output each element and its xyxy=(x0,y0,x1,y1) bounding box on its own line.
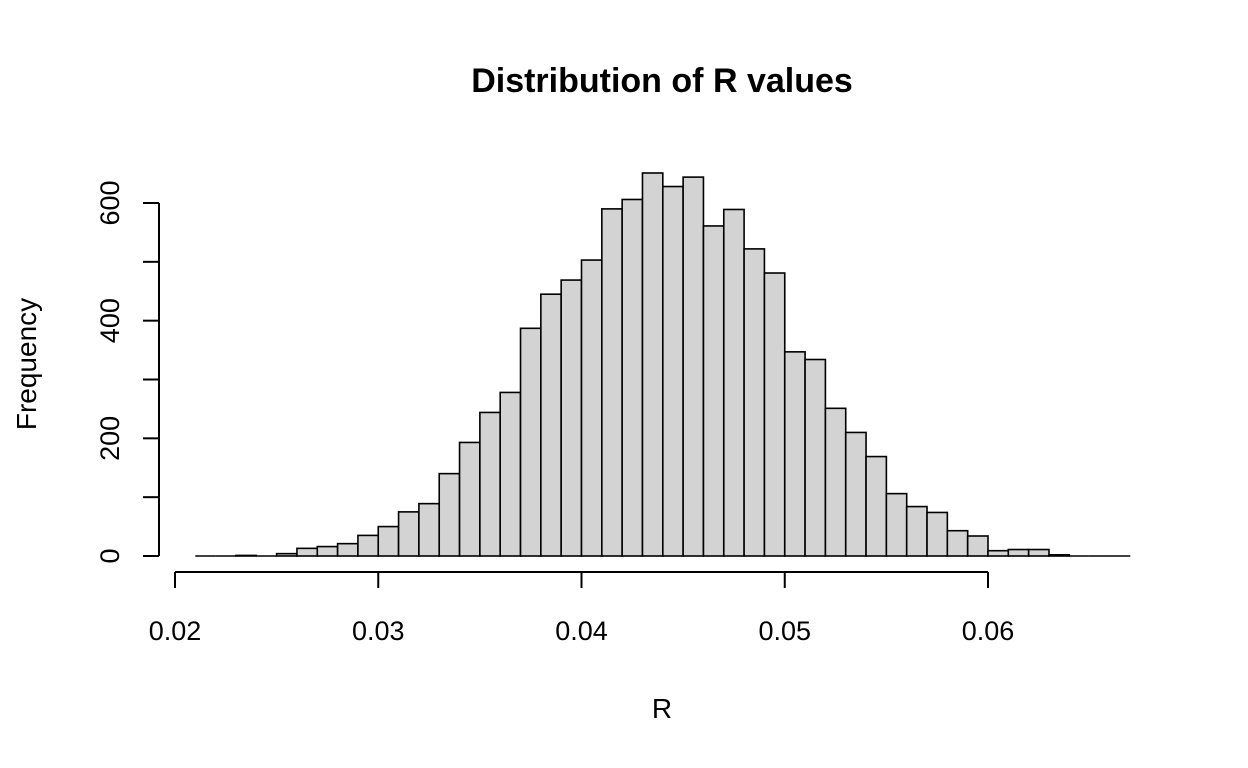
histogram-bar xyxy=(397,511,420,557)
x-tick-label: 0.03 xyxy=(352,616,405,646)
histogram-bar xyxy=(316,545,339,557)
histogram-bar xyxy=(560,279,583,557)
histogram-bar xyxy=(743,248,766,557)
histogram-bar xyxy=(235,554,258,557)
histogram-bar xyxy=(722,208,745,557)
histogram-bar xyxy=(601,208,623,557)
bars xyxy=(195,172,1131,557)
histogram-bar xyxy=(966,535,989,557)
x-axis-label: R xyxy=(652,693,672,724)
y-tick-label: 200 xyxy=(95,416,125,461)
chart-title: Distribution of R values xyxy=(471,62,853,100)
histogram-bar xyxy=(377,525,400,557)
histogram-bar xyxy=(1048,554,1071,557)
x-tick-label: 0.06 xyxy=(962,616,1015,646)
histogram-bar xyxy=(905,505,928,557)
x-tick-label: 0.02 xyxy=(149,616,202,646)
histogram-bar xyxy=(926,511,949,557)
y-tick-label: 0 xyxy=(95,548,125,563)
histogram-bar xyxy=(499,391,522,557)
y-tick-label: 600 xyxy=(95,180,125,225)
x-axis: 0.02 0.03 0.04 0.05 0.06 xyxy=(149,571,1015,646)
histogram-bar xyxy=(987,549,1010,557)
histogram-bar xyxy=(824,407,847,557)
histogram-bar xyxy=(418,502,441,557)
histogram-bar xyxy=(479,411,502,557)
histogram-bar xyxy=(296,547,319,557)
histogram-bar xyxy=(641,172,664,557)
histogram-bar xyxy=(458,441,481,557)
histogram-bar xyxy=(357,534,380,557)
x-tick-label: 0.04 xyxy=(555,616,608,646)
histogram-bar xyxy=(1007,548,1030,557)
histogram-bar xyxy=(702,225,725,557)
histogram-bar xyxy=(865,455,888,557)
histogram-bar xyxy=(580,259,603,557)
histogram-bar xyxy=(621,198,644,557)
histogram-bar xyxy=(946,529,969,557)
histogram-bar xyxy=(336,542,359,557)
histogram-bar xyxy=(661,185,684,557)
histogram-bar xyxy=(804,358,827,557)
histogram-bar xyxy=(519,327,542,557)
histogram-bar xyxy=(763,272,786,557)
histogram-bar xyxy=(275,552,298,557)
histogram-bar xyxy=(438,472,461,557)
histogram-bar xyxy=(540,293,562,557)
histogram-bar xyxy=(1027,548,1050,557)
y-axis-label: Frequency xyxy=(11,298,42,430)
y-axis: 0 200 400 600 xyxy=(95,180,160,564)
histogram-bar xyxy=(844,431,867,557)
x-tick-label: 0.05 xyxy=(758,616,811,646)
histogram-bar xyxy=(885,492,908,557)
y-tick-label: 400 xyxy=(95,298,125,343)
histogram-bar xyxy=(783,351,806,557)
histogram-bar xyxy=(682,176,705,557)
